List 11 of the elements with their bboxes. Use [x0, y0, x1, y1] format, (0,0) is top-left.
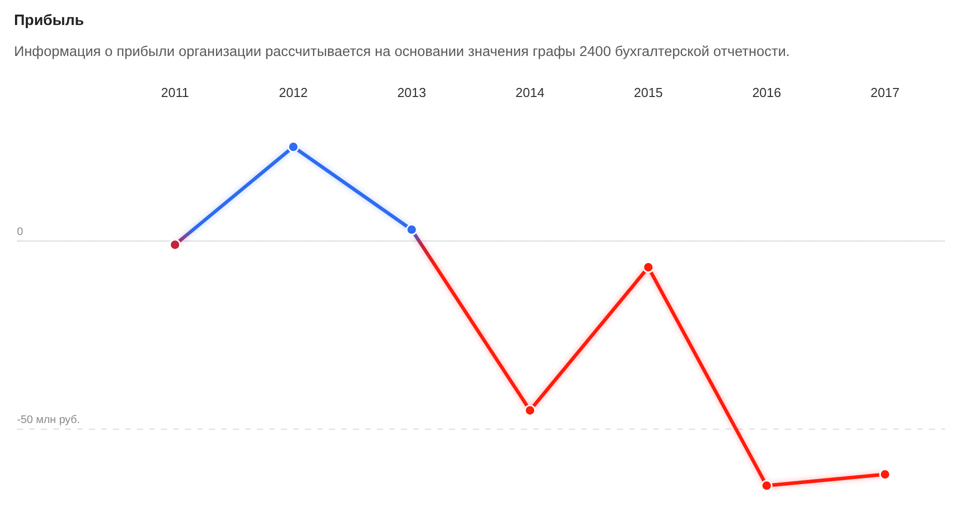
x-tick-label: 2011: [161, 85, 189, 100]
y-tick-label: -50 млн руб.: [17, 414, 80, 426]
x-tick-label: 2013: [397, 85, 426, 100]
x-tick-label: 2012: [278, 85, 308, 100]
x-tick-label: 2017: [870, 85, 900, 100]
text: Прибыль: [14, 12, 84, 30]
x-tick-label: 2014: [516, 85, 544, 100]
y-tick-label: 0: [17, 226, 24, 238]
x-tick-label: 2016: [752, 85, 782, 100]
text: Информация о прибыли организации рассчитывается на основании значения графы 2400 бухгалтерской отчетности.: [14, 44, 790, 61]
x-tick-label: 2015: [634, 85, 663, 100]
